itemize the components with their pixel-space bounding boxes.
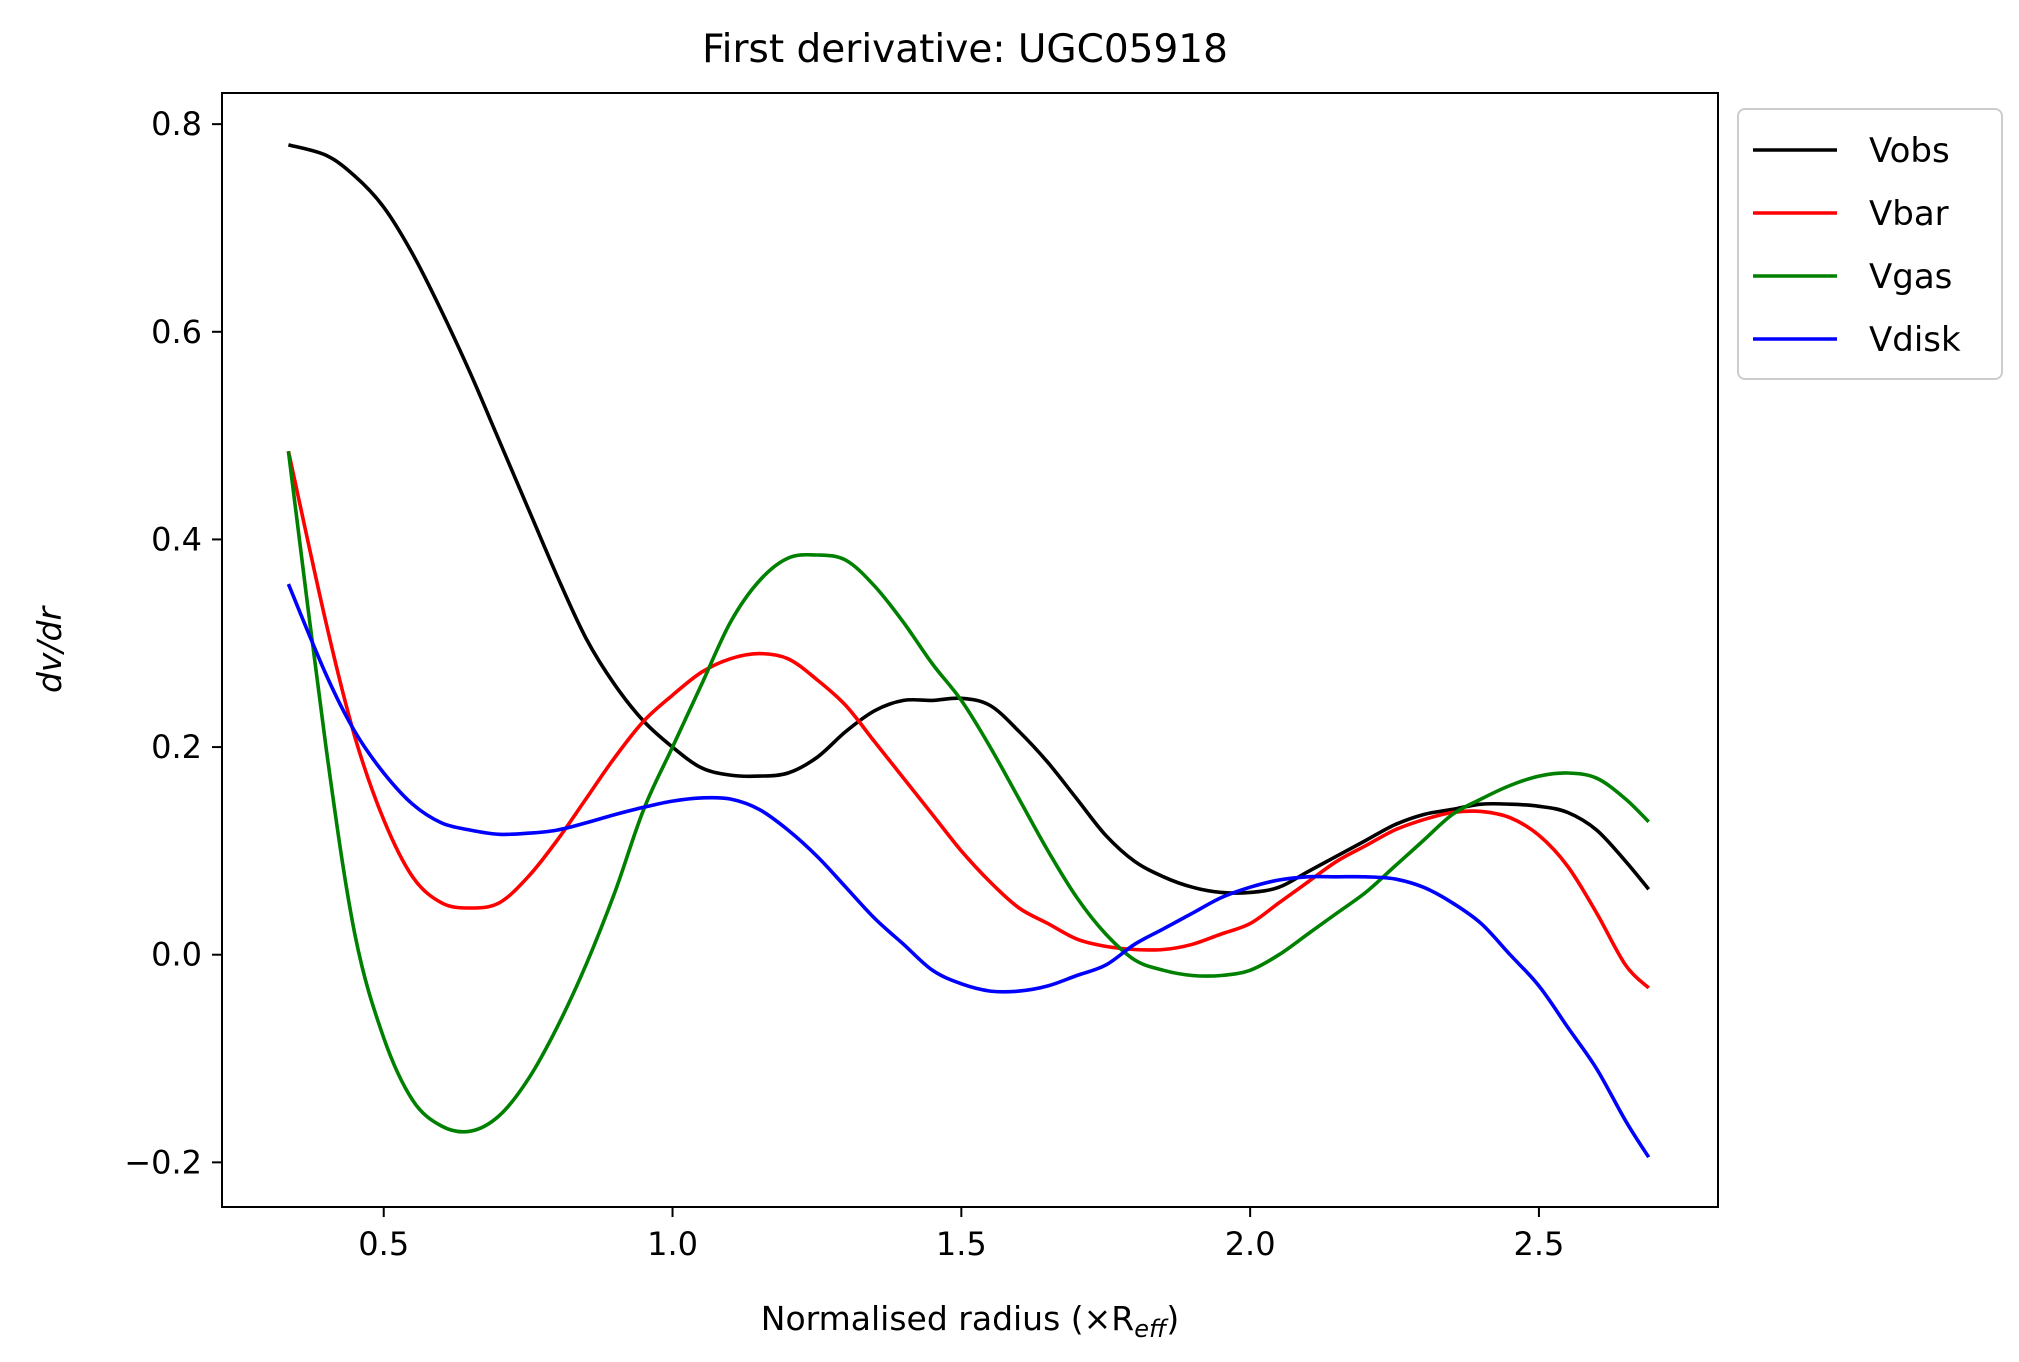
legend-label-vobs: Vobs	[1869, 131, 1950, 171]
y-axis-ticks: −0.2 0.0 0.2 0.4 0.6 0.8	[124, 105, 222, 1181]
series-line-vdisk	[286, 583, 1651, 1159]
y-tick-label: 0.2	[151, 728, 202, 766]
x-axis-label: Normalised radius (×Reff)	[761, 1299, 1179, 1343]
plot-area	[286, 143, 1651, 1159]
y-tick-label: −0.2	[124, 1143, 202, 1181]
plot-frame	[221, 92, 1719, 1208]
x-tick-label: 0.5	[358, 1225, 409, 1263]
legend-label-vgas: Vgas	[1869, 257, 1952, 297]
legend: Vobs Vbar Vgas Vdisk	[1737, 108, 2003, 380]
series-line-vobs	[287, 143, 1651, 895]
x-tick-label: 2.5	[1513, 1225, 1564, 1263]
series-line-vbar	[286, 450, 1650, 990]
y-axis-label: dv/dr	[30, 605, 69, 694]
legend-label-vbar: Vbar	[1869, 194, 1949, 234]
x-tick-label: 2.0	[1225, 1225, 1276, 1263]
y-tick-label: 0.8	[151, 105, 202, 143]
y-tick-label: 0.6	[151, 313, 202, 351]
x-tick-label: 1.5	[936, 1225, 987, 1263]
y-tick-label: 0.4	[151, 520, 202, 558]
series-line-vgas	[286, 450, 1650, 1134]
x-tick-label: 1.0	[647, 1225, 698, 1263]
chart-title: First derivative: UGC05918	[702, 27, 1228, 72]
y-tick-label: 0.0	[151, 936, 202, 974]
legend-label-vdisk: Vdisk	[1869, 320, 1961, 360]
x-axis-ticks: 0.5 1.0 1.5 2.0 2.5	[358, 1207, 1564, 1263]
legend-frame	[1737, 108, 2003, 380]
